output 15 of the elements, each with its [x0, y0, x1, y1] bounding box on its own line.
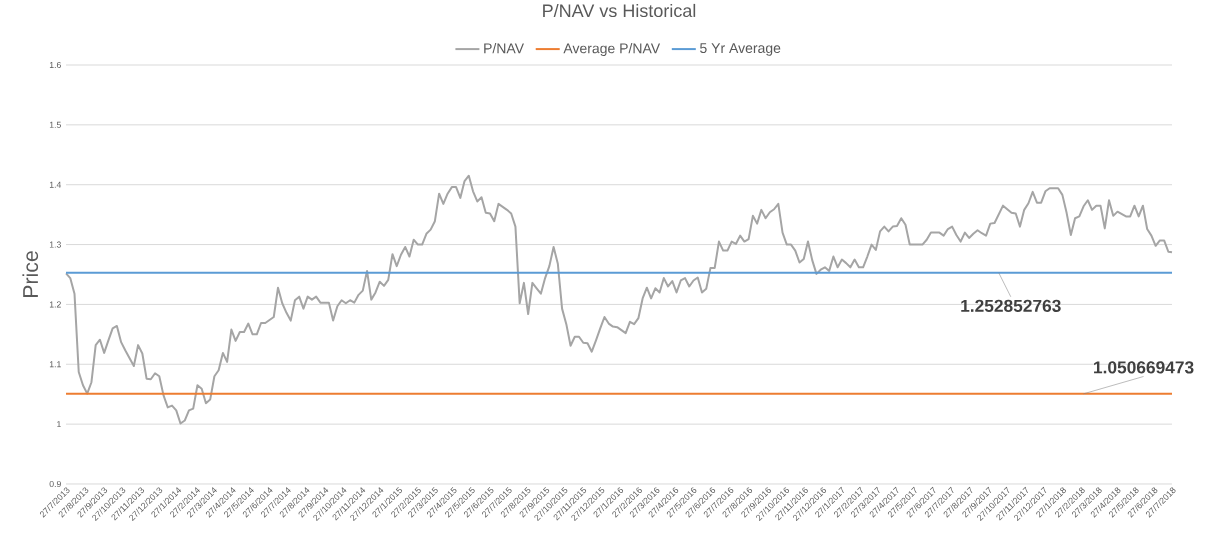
- legend-label: Average P/NAV: [563, 43, 661, 57]
- annotation: 1.252852763: [961, 299, 1061, 313]
- y-tick-label: 1.3: [49, 241, 61, 248]
- annotation: 1.050669473: [1094, 361, 1194, 374]
- y-axis-title: Price: [22, 251, 39, 298]
- y-tick-label: 1.2: [49, 301, 61, 308]
- y-tick-label: 1.6: [49, 61, 61, 69]
- y-tick-label: 1.4: [49, 181, 62, 188]
- y-tick-label: 1: [57, 421, 61, 428]
- legend-label: 5 Yr Average: [700, 43, 781, 56]
- legend-label: P/NAV: [484, 43, 524, 54]
- y-tick-label: 1.1: [49, 361, 61, 368]
- y-tick-label: 1.5: [49, 121, 61, 128]
- y-tick-label: 0.9: [49, 480, 61, 488]
- chart-title: P/NAV vs Historical: [543, 3, 696, 18]
